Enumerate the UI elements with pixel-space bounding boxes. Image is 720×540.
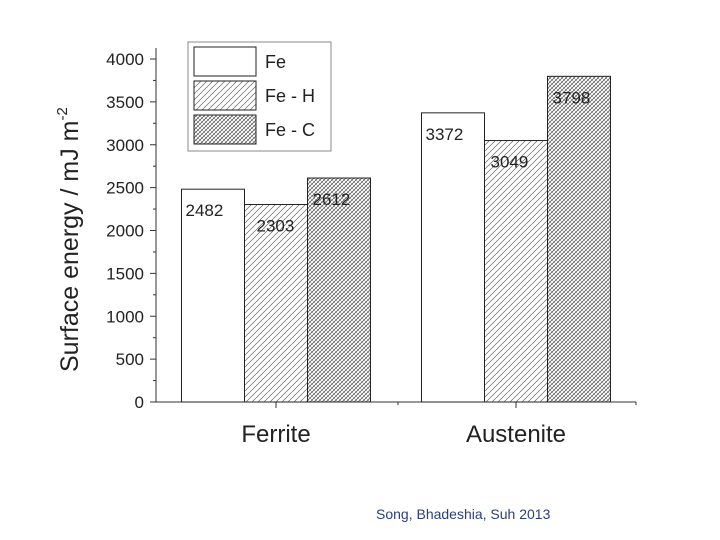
y-axis-label: Surface energy / mJ m-2 (54, 107, 84, 372)
bar-data-label: 2303 (257, 217, 295, 236)
y-tick-label: 500 (116, 350, 144, 369)
bar-data-label: 2482 (186, 201, 224, 220)
y-tick-label: 1000 (106, 307, 144, 326)
chart-bars (181, 75, 611, 403)
source-credit: Song, Bhadeshia, Suh 2013 (376, 506, 551, 522)
bar (547, 75, 611, 403)
y-axis-label-superscript: -2 (54, 107, 71, 120)
bar-data-label: 3049 (491, 153, 529, 172)
bar (307, 177, 371, 403)
y-tick-label: 1500 (106, 264, 144, 283)
bar (484, 140, 548, 403)
bar (421, 112, 485, 403)
bar (181, 188, 245, 403)
legend-label: Fe (265, 52, 286, 72)
legend: Fe Fe - H Fe - C (187, 41, 332, 152)
y-tick-label: 4000 (106, 50, 144, 69)
x-category-label: Ferrite (241, 421, 310, 448)
y-tick-label: 0 (135, 393, 144, 412)
legend-swatch (193, 114, 257, 145)
x-category-label: Austenite (466, 421, 566, 448)
bar-data-label: 3372 (426, 125, 464, 144)
legend-label: Fe - H (265, 86, 315, 106)
y-tick-label: 3500 (106, 93, 144, 112)
chart-axes: 0 500 1000 1500 2000 2500 3000 3500 4000 Ferrite A… (106, 48, 637, 448)
legend-swatch (193, 46, 257, 77)
legend-label: Fe - C (265, 120, 315, 140)
data-labels: 2482 3372 2303 3049 2612 3798 (186, 88, 591, 235)
legend-swatch (193, 80, 257, 111)
y-axis-label-text: Surface energy / mJ m (56, 121, 84, 372)
bar (244, 204, 308, 403)
y-tick-label: 3000 (106, 136, 144, 155)
y-tick-label: 2500 (106, 179, 144, 198)
y-tick-label: 2000 (106, 222, 144, 241)
bar-data-label: 2612 (313, 190, 351, 209)
bar-data-label: 3798 (553, 88, 591, 107)
